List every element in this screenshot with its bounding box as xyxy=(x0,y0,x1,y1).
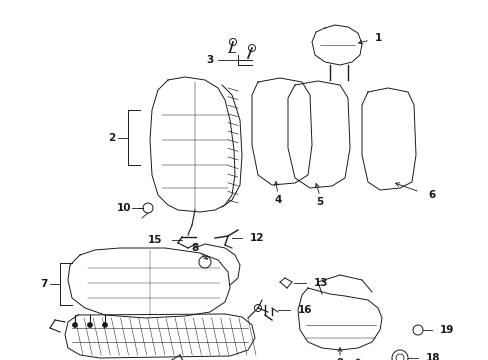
Text: 5: 5 xyxy=(316,197,323,207)
Circle shape xyxy=(102,323,107,328)
Text: 16: 16 xyxy=(297,305,312,315)
Text: 8: 8 xyxy=(191,243,198,253)
Text: 6: 6 xyxy=(427,190,434,200)
Text: 19: 19 xyxy=(439,325,453,335)
Text: 4: 4 xyxy=(274,195,281,205)
Text: 2: 2 xyxy=(108,133,115,143)
Text: 13: 13 xyxy=(313,278,328,288)
Text: 10: 10 xyxy=(117,203,131,213)
Text: 7: 7 xyxy=(40,279,48,289)
Text: 3: 3 xyxy=(206,55,213,65)
Circle shape xyxy=(87,323,92,328)
Circle shape xyxy=(72,323,77,328)
Text: 12: 12 xyxy=(249,233,264,243)
Text: 15: 15 xyxy=(147,235,162,245)
Text: 18: 18 xyxy=(425,353,440,360)
Text: 1: 1 xyxy=(374,33,381,43)
Text: 9: 9 xyxy=(336,358,343,360)
